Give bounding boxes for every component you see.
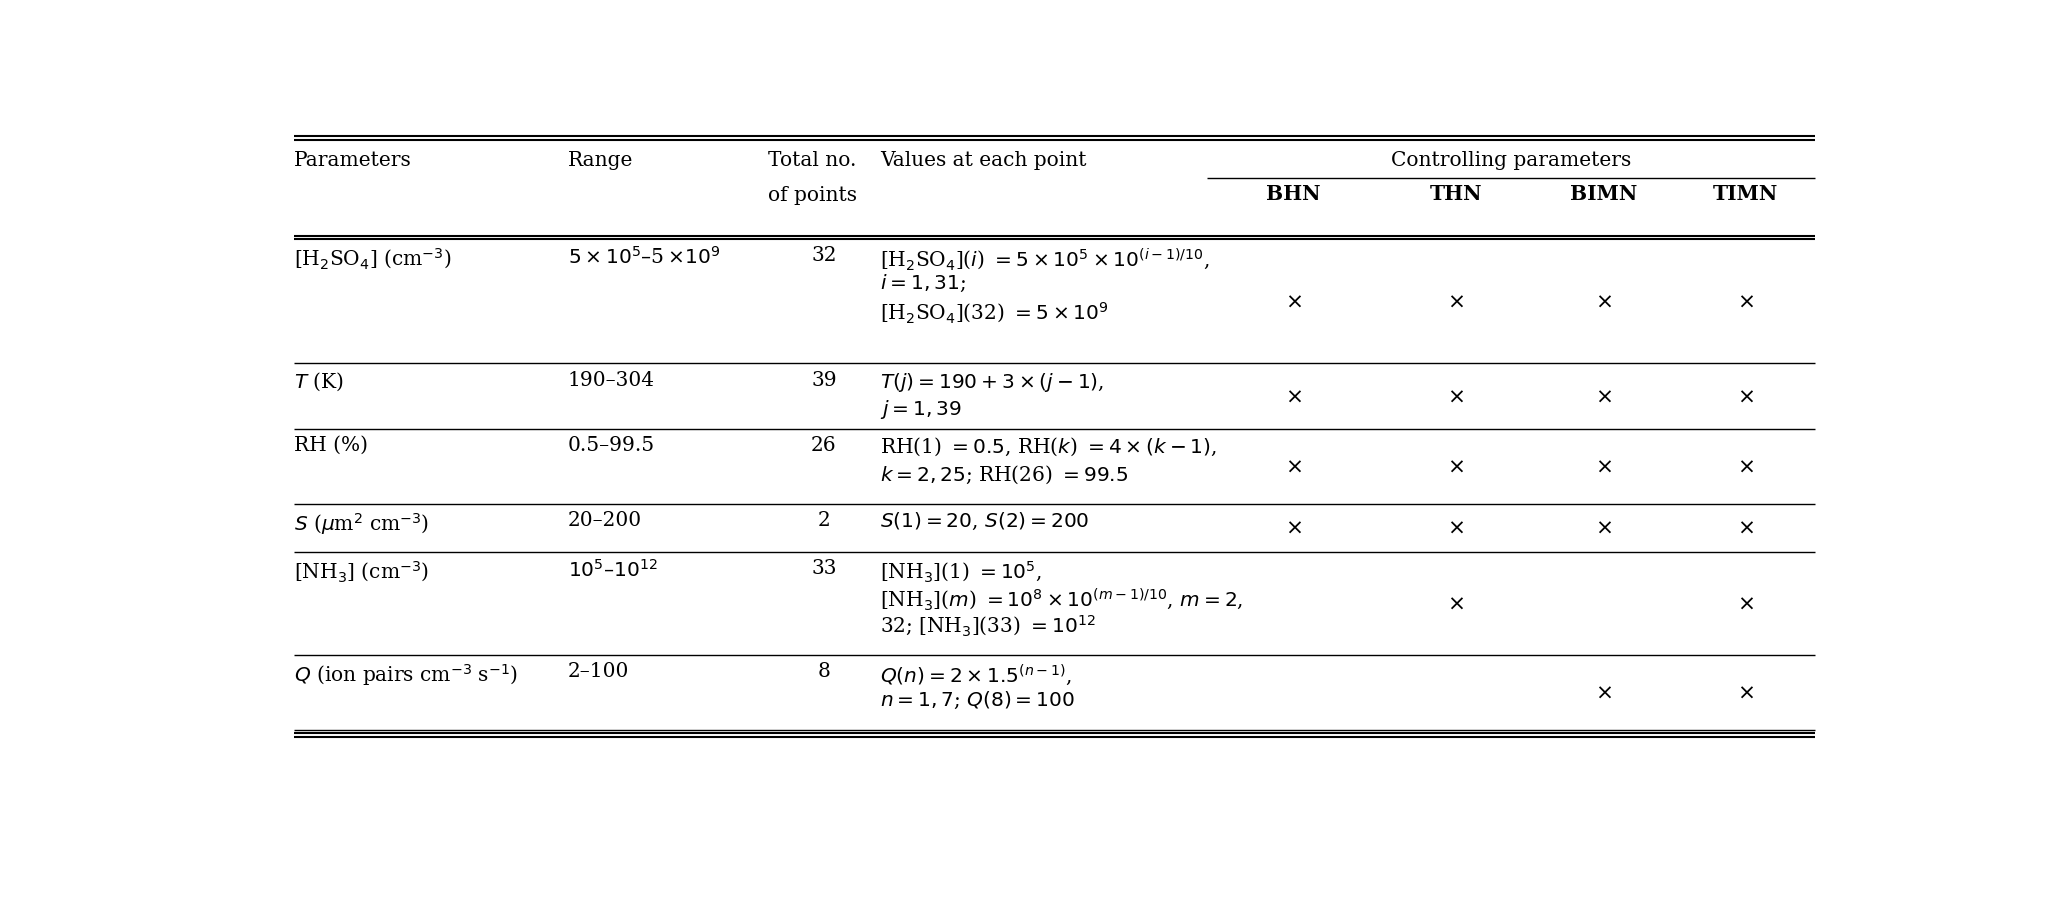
Text: 32: 32 — [810, 246, 837, 265]
Text: $\times$: $\times$ — [1736, 682, 1755, 703]
Text: $\times$: $\times$ — [1286, 290, 1302, 312]
Text: $\times$: $\times$ — [1736, 592, 1755, 614]
Text: $\times$: $\times$ — [1447, 517, 1463, 539]
Text: Parameters: Parameters — [294, 152, 411, 170]
Text: $T$ (K): $T$ (K) — [294, 371, 343, 393]
Text: [NH$_3$]($m$) $= 10^8 \times 10^{(m-1)/10}$, $m = 2$,: [NH$_3$]($m$) $= 10^8 \times 10^{(m-1)/1… — [881, 586, 1242, 612]
Text: $\times$: $\times$ — [1736, 456, 1755, 478]
Text: $\times$: $\times$ — [1736, 385, 1755, 407]
Text: $\times$: $\times$ — [1286, 456, 1302, 478]
Text: $j = 1, 39$: $j = 1, 39$ — [881, 397, 961, 420]
Text: [H$_2$SO$_4$] (cm$^{-3}$): [H$_2$SO$_4$] (cm$^{-3}$) — [294, 246, 451, 271]
Text: $10^5$–$10^{12}$: $10^5$–$10^{12}$ — [568, 559, 657, 581]
Text: $\times$: $\times$ — [1596, 517, 1612, 539]
Text: BHN: BHN — [1265, 184, 1321, 204]
Text: 2–100: 2–100 — [568, 663, 628, 681]
Text: $k = 2, 25$; RH(26) $= 99.5$: $k = 2, 25$; RH(26) $= 99.5$ — [881, 463, 1129, 485]
Text: Range: Range — [568, 152, 633, 170]
Text: $\times$: $\times$ — [1286, 517, 1302, 539]
Text: RH (%): RH (%) — [294, 436, 368, 455]
Text: $5 \times 10^5$–5 $\times 10^9$: $5 \times 10^5$–5 $\times 10^9$ — [568, 246, 719, 268]
Text: $Q(n) = 2 \times 1.5^{(n-1)}$,: $Q(n) = 2 \times 1.5^{(n-1)}$, — [881, 663, 1071, 687]
Text: $\times$: $\times$ — [1736, 290, 1755, 312]
Text: $\times$: $\times$ — [1596, 290, 1612, 312]
Text: $\times$: $\times$ — [1286, 385, 1302, 407]
Text: 26: 26 — [810, 436, 837, 455]
Text: Total no.: Total no. — [767, 152, 856, 170]
Text: [H$_2$SO$_4$]($i$) $= 5 \times 10^5 \times 10^{(i-1)/10}$,: [H$_2$SO$_4$]($i$) $= 5 \times 10^5 \tim… — [881, 246, 1209, 272]
Text: 33: 33 — [810, 559, 837, 578]
Text: 39: 39 — [810, 371, 837, 390]
Text: of points: of points — [767, 186, 858, 204]
Text: TIMN: TIMN — [1714, 184, 1778, 204]
Text: $i = 1, 31$;: $i = 1, 31$; — [881, 274, 965, 294]
Text: 190–304: 190–304 — [568, 371, 655, 390]
Text: THN: THN — [1430, 184, 1482, 204]
Text: [NH$_3$](1) $= 10^5$,: [NH$_3$](1) $= 10^5$, — [881, 559, 1042, 584]
Text: $\times$: $\times$ — [1447, 456, 1463, 478]
Text: [H$_2$SO$_4$](32) $= 5 \times 10^9$: [H$_2$SO$_4$](32) $= 5 \times 10^9$ — [881, 300, 1108, 324]
Text: $S(1) = 20$, $S(2) = 200$: $S(1) = 20$, $S(2) = 200$ — [881, 511, 1089, 532]
Text: 2: 2 — [816, 511, 831, 529]
Text: $\times$: $\times$ — [1596, 456, 1612, 478]
Text: $\times$: $\times$ — [1447, 385, 1463, 407]
Text: 8: 8 — [816, 663, 831, 681]
Text: [NH$_3$] (cm$^{-3}$): [NH$_3$] (cm$^{-3}$) — [294, 559, 428, 584]
Text: BIMN: BIMN — [1571, 184, 1637, 204]
Text: $n = 1, 7$; $Q(8) = 100$: $n = 1, 7$; $Q(8) = 100$ — [881, 689, 1075, 711]
Text: $T(j) = 190 + 3 \times (j - 1)$,: $T(j) = 190 + 3 \times (j - 1)$, — [881, 371, 1104, 394]
Text: $\times$: $\times$ — [1447, 290, 1463, 312]
Text: 0.5–99.5: 0.5–99.5 — [568, 436, 655, 455]
Text: $\times$: $\times$ — [1596, 385, 1612, 407]
Text: $\times$: $\times$ — [1596, 682, 1612, 703]
Text: Controlling parameters: Controlling parameters — [1391, 152, 1631, 170]
Text: 20–200: 20–200 — [568, 511, 641, 529]
Text: $Q$ (ion pairs cm$^{-3}$ s$^{-1}$): $Q$ (ion pairs cm$^{-3}$ s$^{-1}$) — [294, 663, 517, 688]
Text: $\times$: $\times$ — [1736, 517, 1755, 539]
Text: Values at each point: Values at each point — [881, 152, 1087, 170]
Text: $\times$: $\times$ — [1447, 592, 1463, 614]
Text: $S$ ($\mu$m$^2$ cm$^{-3}$): $S$ ($\mu$m$^2$ cm$^{-3}$) — [294, 511, 428, 537]
Text: RH(1) $= 0.5$, RH($k$) $= 4 \times (k - 1)$,: RH(1) $= 0.5$, RH($k$) $= 4 \times (k - … — [881, 436, 1217, 458]
Text: 32; [NH$_3$](33) $= 10^{12}$: 32; [NH$_3$](33) $= 10^{12}$ — [881, 614, 1096, 638]
